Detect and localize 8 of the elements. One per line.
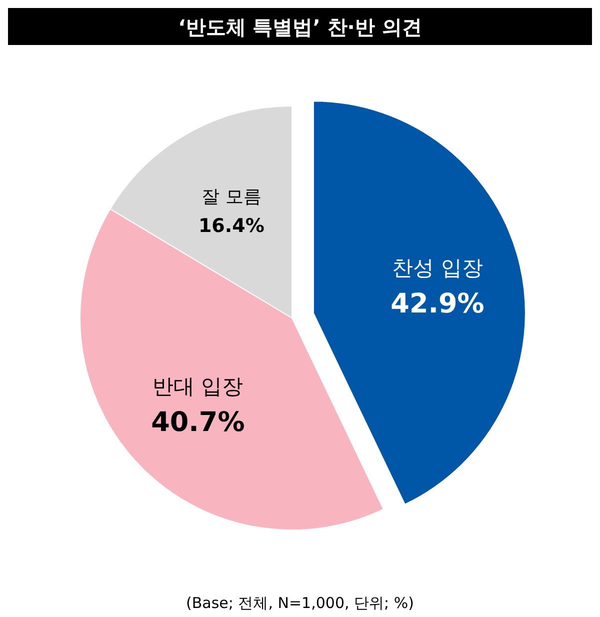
slice-label: 찬성 입장 — [392, 256, 483, 280]
chart-title: ‘반도체 특별법’ 찬·반 의견 — [178, 15, 422, 39]
slice-label: 잘 모름 — [202, 186, 262, 208]
text: (Base; 전체, N=1,000, 단위; %) — [186, 594, 414, 612]
data-label: 40.7% — [151, 407, 245, 438]
data-label: 42.9% — [390, 288, 484, 320]
slice-label: 반대 입장 — [152, 374, 244, 399]
data-label: 16.4% — [198, 215, 264, 237]
